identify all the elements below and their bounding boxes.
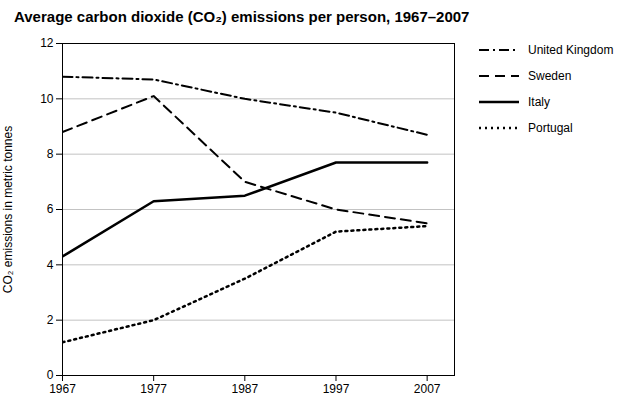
svg-text:CO₂ emissions in metric tonnes: CO₂ emissions in metric tonnes bbox=[1, 126, 15, 293]
html-text:Sweden: Sweden bbox=[528, 69, 572, 83]
svg-text:4: 4 bbox=[47, 258, 54, 272]
svg-text:1977: 1977 bbox=[140, 382, 167, 396]
html-text:United Kingdom: United Kingdom bbox=[528, 43, 614, 57]
svg-text:2: 2 bbox=[47, 313, 54, 327]
svg-text:10: 10 bbox=[40, 92, 54, 106]
svg-text:6: 6 bbox=[47, 202, 54, 216]
svg-text:2007: 2007 bbox=[414, 382, 441, 396]
svg-text:8: 8 bbox=[47, 147, 54, 161]
svg-text:0: 0 bbox=[47, 368, 54, 382]
svg-text:12: 12 bbox=[40, 36, 54, 50]
html-text:Average carbon dioxide (CO₂) e: Average carbon dioxide (CO₂) emissions p… bbox=[14, 8, 470, 25]
svg-text:1987: 1987 bbox=[231, 382, 258, 396]
svg-text:1997: 1997 bbox=[323, 382, 350, 396]
svg-text:1967: 1967 bbox=[49, 382, 76, 396]
html-text:Italy: Italy bbox=[528, 95, 550, 109]
html-text:Portugal: Portugal bbox=[528, 121, 573, 135]
